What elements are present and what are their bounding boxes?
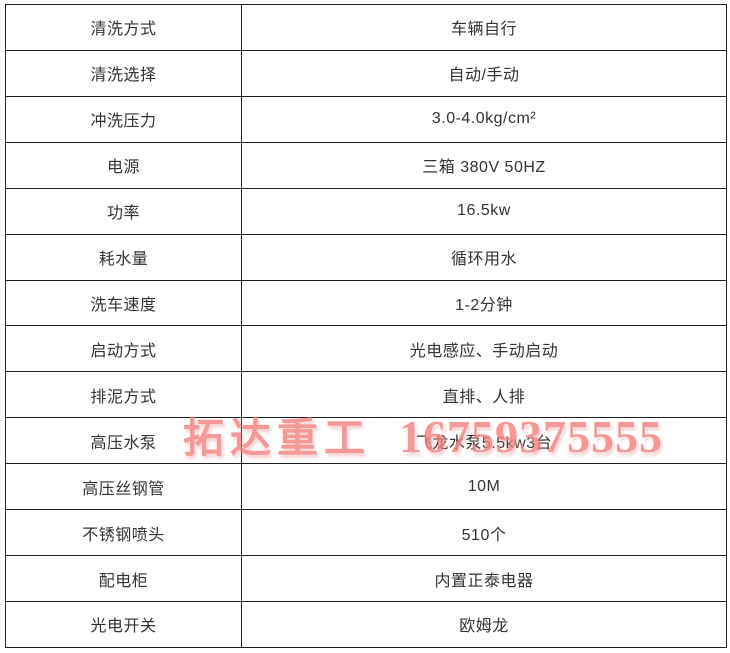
- spec-table-row: 高压丝钢管 10M: [5, 463, 727, 511]
- spec-value-cell: 光电感应、手动启动: [241, 325, 727, 373]
- spec-label-cell: 高压水泵: [5, 417, 242, 465]
- spec-table-row: 启动方式 光电感应、手动启动: [5, 325, 727, 373]
- spec-label-cell: 洗车速度: [5, 279, 242, 327]
- spec-value-cell: 车辆自行: [241, 4, 727, 51]
- spec-table-row: 配电柜 内置正泰电器: [5, 555, 727, 602]
- spec-value-cell: 3.0-4.0kg/cm²: [241, 95, 727, 143]
- spec-value-cell: 10M: [241, 463, 727, 511]
- spec-table-row: 不锈钢喷头 510个: [5, 509, 727, 557]
- spec-table-row: 耗水量 循环用水: [5, 233, 727, 281]
- spec-table-row: 电源 三箱 380V 50HZ: [5, 141, 727, 189]
- spec-table-row: 高压水泵 飞龙水泵5.5kw3台: [5, 417, 727, 465]
- spec-label-cell: 功率: [5, 187, 242, 235]
- spec-table: 清洗方式 车辆自行 清洗选择 自动/手动 冲洗压力 3.0-4.0kg/cm² …: [5, 4, 727, 649]
- spec-label-cell: 高压丝钢管: [5, 463, 242, 511]
- spec-value-cell: 1-2分钟: [241, 279, 727, 327]
- spec-table-row: 冲洗压力 3.0-4.0kg/cm²: [5, 95, 727, 143]
- spec-label-cell: 冲洗压力: [5, 95, 242, 143]
- spec-label-cell: 电源: [5, 141, 242, 189]
- spec-label-cell: 清洗方式: [5, 4, 242, 51]
- spec-table-row: 排泥方式 直排、人排: [5, 371, 727, 419]
- spec-value-cell: 内置正泰电器: [241, 555, 727, 602]
- spec-label-cell: 不锈钢喷头: [5, 509, 242, 557]
- spec-value-cell: 510个: [241, 509, 727, 557]
- spec-table-row: 清洗选择 自动/手动: [5, 49, 727, 97]
- spec-value-cell: 16.5kw: [241, 187, 727, 235]
- spec-value-cell: 三箱 380V 50HZ: [241, 141, 727, 189]
- spec-value-cell: 飞龙水泵5.5kw3台: [241, 417, 727, 465]
- spec-table-row: 洗车速度 1-2分钟: [5, 279, 727, 327]
- spec-label-cell: 耗水量: [5, 233, 242, 281]
- spec-label-cell: 启动方式: [5, 325, 242, 373]
- spec-value-cell: 自动/手动: [241, 49, 727, 97]
- spec-label-cell: 配电柜: [5, 555, 242, 602]
- spec-table-row: 清洗方式 车辆自行: [5, 4, 727, 51]
- spec-table-row: 光电开关 欧姆龙: [5, 600, 727, 649]
- spec-table-row: 功率 16.5kw: [5, 187, 727, 235]
- spec-label-cell: 光电开关: [5, 600, 242, 649]
- spec-label-cell: 排泥方式: [5, 371, 242, 419]
- spec-value-cell: 直排、人排: [241, 371, 727, 419]
- spec-table-body: 清洗方式 车辆自行 清洗选择 自动/手动 冲洗压力 3.0-4.0kg/cm² …: [5, 4, 727, 649]
- spec-value-cell: 循环用水: [241, 233, 727, 281]
- spec-label-cell: 清洗选择: [5, 49, 242, 97]
- spec-value-cell: 欧姆龙: [241, 600, 727, 649]
